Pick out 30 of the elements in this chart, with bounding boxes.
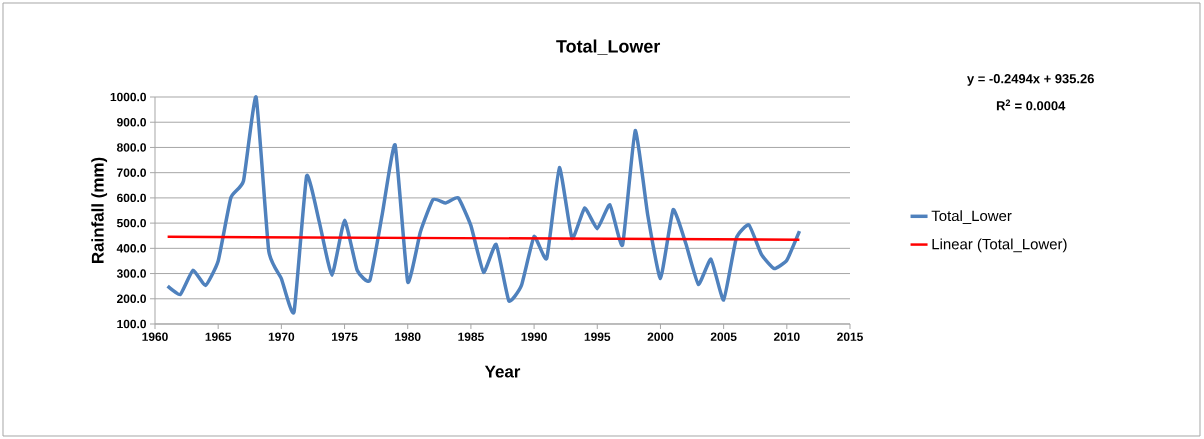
y-tick-label: 400.0 — [116, 244, 146, 253]
y-tick-label: 700.0 — [117, 168, 146, 177]
chart-title: Total_Lower — [556, 39, 661, 55]
x-tick-label: 1995 — [584, 332, 611, 341]
text: R$^{2}$ = 0.0004 — [996, 99, 1066, 111]
x-tick-label: 2010 — [773, 332, 800, 341]
x-tick-label: 2005 — [710, 332, 737, 341]
x-tick-label: 1960 — [142, 332, 168, 341]
x-tick-label: 1970 — [268, 332, 295, 341]
x-tick-label: 1990 — [521, 332, 547, 341]
legend-label: Linear (Total_Lower) — [932, 238, 1067, 253]
line-series — [165, 95, 802, 314]
x-tick-label: 1985 — [458, 332, 484, 341]
legend-label: Total_Lower — [931, 210, 1012, 224]
x-tick-label: 2000 — [647, 332, 674, 341]
y-tick-label: 1000.0 — [110, 92, 146, 102]
x-tick-label: 2015 — [837, 332, 863, 341]
y-tick-label: 200.0 — [117, 294, 146, 303]
y-tick-label: 300.0 — [116, 269, 146, 278]
y-tick-label: 500.0 — [116, 218, 146, 228]
x-tick-label: 1980 — [395, 332, 421, 341]
x-tick-label: 1965 — [205, 332, 232, 341]
y-tick-label: 600.0 — [117, 193, 146, 203]
y-tick-label: 100.0 — [117, 319, 146, 329]
y-axis-title: Rainfall (mm) — [91, 157, 108, 263]
text: y = -0.2494x + 935.26 — [967, 74, 1094, 86]
y-tick-label: 800.0 — [116, 143, 146, 152]
x-axis-title: Year — [484, 365, 521, 378]
y-tick-label: 900.0 — [117, 118, 146, 127]
x-tick-label: 1975 — [332, 332, 358, 341]
